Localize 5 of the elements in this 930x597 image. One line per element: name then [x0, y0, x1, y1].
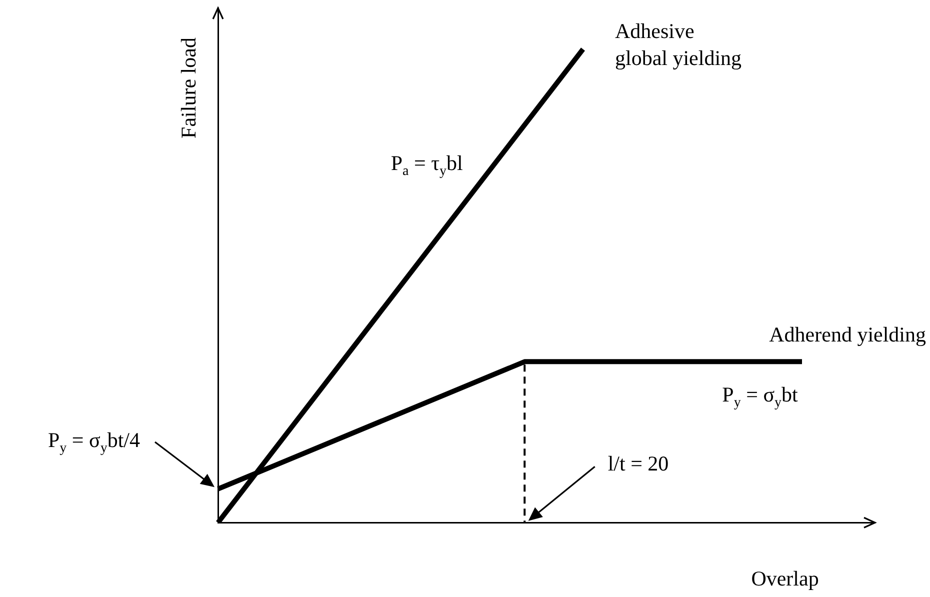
- y-axis-title: Failure load: [176, 37, 201, 138]
- x-axis-title: Overlap: [751, 566, 819, 591]
- annotation: Adherend yielding: [769, 322, 927, 347]
- annotation: Adhesive global yielding: [614, 19, 742, 70]
- annotation: l/t = 20: [608, 452, 669, 476]
